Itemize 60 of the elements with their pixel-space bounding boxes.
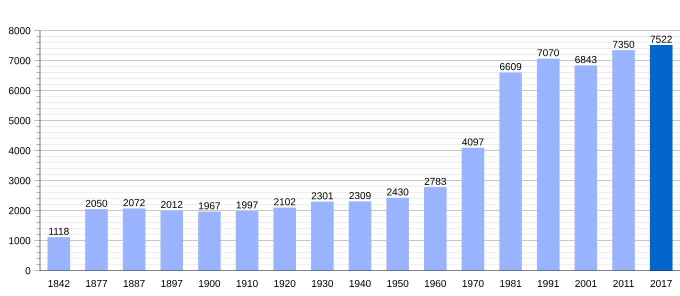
bar [236, 210, 258, 271]
data-label: 2301 [312, 192, 333, 200]
data-label: 6609 [500, 63, 522, 70]
bar [536, 58, 560, 271]
bar [85, 209, 108, 271]
data-label: 2309 [349, 192, 371, 200]
data-label: 2012 [161, 200, 182, 208]
bar [462, 148, 484, 271]
data-label: 6843 [575, 56, 597, 64]
bar [122, 208, 146, 271]
y-tick-label: 5000 [8, 117, 30, 124]
y-tick-label: 8000 [8, 27, 30, 34]
x-tick-label: 1887 [124, 280, 145, 288]
data-label: 7522 [650, 36, 672, 43]
data-label: 2050 [86, 200, 108, 207]
bar [48, 237, 70, 271]
bar [160, 210, 184, 271]
bar [650, 45, 672, 271]
data-label: 7350 [612, 40, 634, 48]
y-tick-label: 2000 [8, 207, 30, 214]
bar [198, 212, 221, 271]
x-tick-label: 1960 [424, 280, 446, 288]
y-tick-label: 6000 [8, 87, 30, 94]
x-tick-label: 2011 [613, 280, 634, 288]
data-label: 4097 [462, 138, 484, 146]
x-tick-label: 1930 [312, 280, 334, 288]
x-tick-label: 1842 [48, 280, 70, 288]
y-tick-label: 0 [26, 267, 30, 274]
x-tick-label: 1897 [161, 280, 182, 288]
data-label: 2430 [387, 188, 408, 196]
data-label: 2072 [124, 199, 145, 206]
x-tick-label: 2001 [575, 280, 597, 288]
x-tick-label: 1877 [86, 280, 108, 288]
x-tick-label: 2017 [650, 280, 672, 288]
x-tick-label: 1940 [350, 280, 371, 288]
bar [499, 72, 522, 271]
data-label: 2783 [424, 178, 446, 185]
bar [273, 208, 296, 271]
data-label: 1997 [236, 201, 258, 208]
x-tick-label: 1981 [500, 280, 522, 288]
bar [424, 187, 447, 271]
data-label: 1967 [199, 202, 220, 210]
x-tick-label: 1910 [236, 280, 258, 288]
data-label: 2102 [274, 198, 296, 206]
data-label: 1118 [49, 228, 69, 235]
bar [612, 50, 635, 271]
y-tick-label: 3000 [8, 177, 30, 184]
x-tick-label: 1970 [462, 280, 484, 288]
bar [386, 198, 409, 271]
x-tick-label: 1920 [274, 280, 296, 288]
bar [574, 65, 598, 271]
y-tick-label: 4000 [8, 147, 30, 154]
data-label: 7070 [538, 49, 559, 56]
x-tick-label: 1950 [387, 280, 408, 288]
bar [311, 202, 334, 271]
y-tick-label: 1000 [9, 237, 30, 244]
y-tick-label: 7000 [8, 57, 30, 64]
x-tick-label: 1991 [538, 280, 559, 288]
bar [348, 201, 372, 271]
x-tick-label: 1900 [199, 280, 220, 288]
